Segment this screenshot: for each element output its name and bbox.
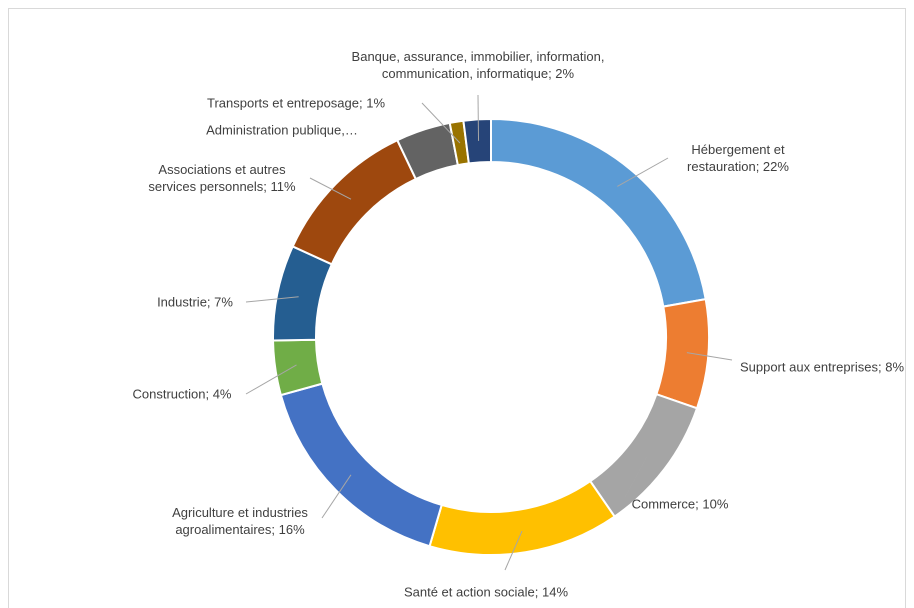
leader-line bbox=[624, 455, 648, 498]
chart-border bbox=[8, 8, 906, 608]
data-label: Commerce; 10% bbox=[631, 496, 729, 512]
data-label: Banque, assurance, immobilier, informati… bbox=[351, 49, 605, 81]
leader-line bbox=[309, 177, 352, 200]
leader-line bbox=[245, 364, 297, 395]
data-label: Agriculture et industries agroalimentair… bbox=[172, 505, 308, 537]
data-label: Support aux entreprises; 8% bbox=[739, 359, 905, 375]
data-label: Construction; 4% bbox=[132, 386, 232, 402]
leader-line bbox=[321, 474, 352, 519]
data-label: Transports et entreposage; 1% bbox=[206, 95, 386, 111]
data-label: Administration publique,… bbox=[206, 122, 358, 138]
donut-segment bbox=[291, 138, 418, 266]
leader-line bbox=[617, 157, 669, 187]
leader-line bbox=[245, 296, 299, 303]
donut-segment bbox=[462, 117, 492, 165]
donut-segment bbox=[655, 297, 710, 410]
data-label: Industrie; 7% bbox=[157, 294, 233, 310]
data-label: Associations et autres services personne… bbox=[148, 162, 296, 194]
leader-line bbox=[477, 94, 480, 141]
data-label: Hébergement et restauration; 22% bbox=[687, 142, 789, 174]
data-label: Santé et action sociale; 14% bbox=[403, 584, 569, 600]
leader-line bbox=[504, 530, 523, 571]
donut-segment bbox=[428, 479, 617, 556]
leader-line bbox=[421, 102, 461, 144]
leader-line bbox=[686, 352, 733, 361]
